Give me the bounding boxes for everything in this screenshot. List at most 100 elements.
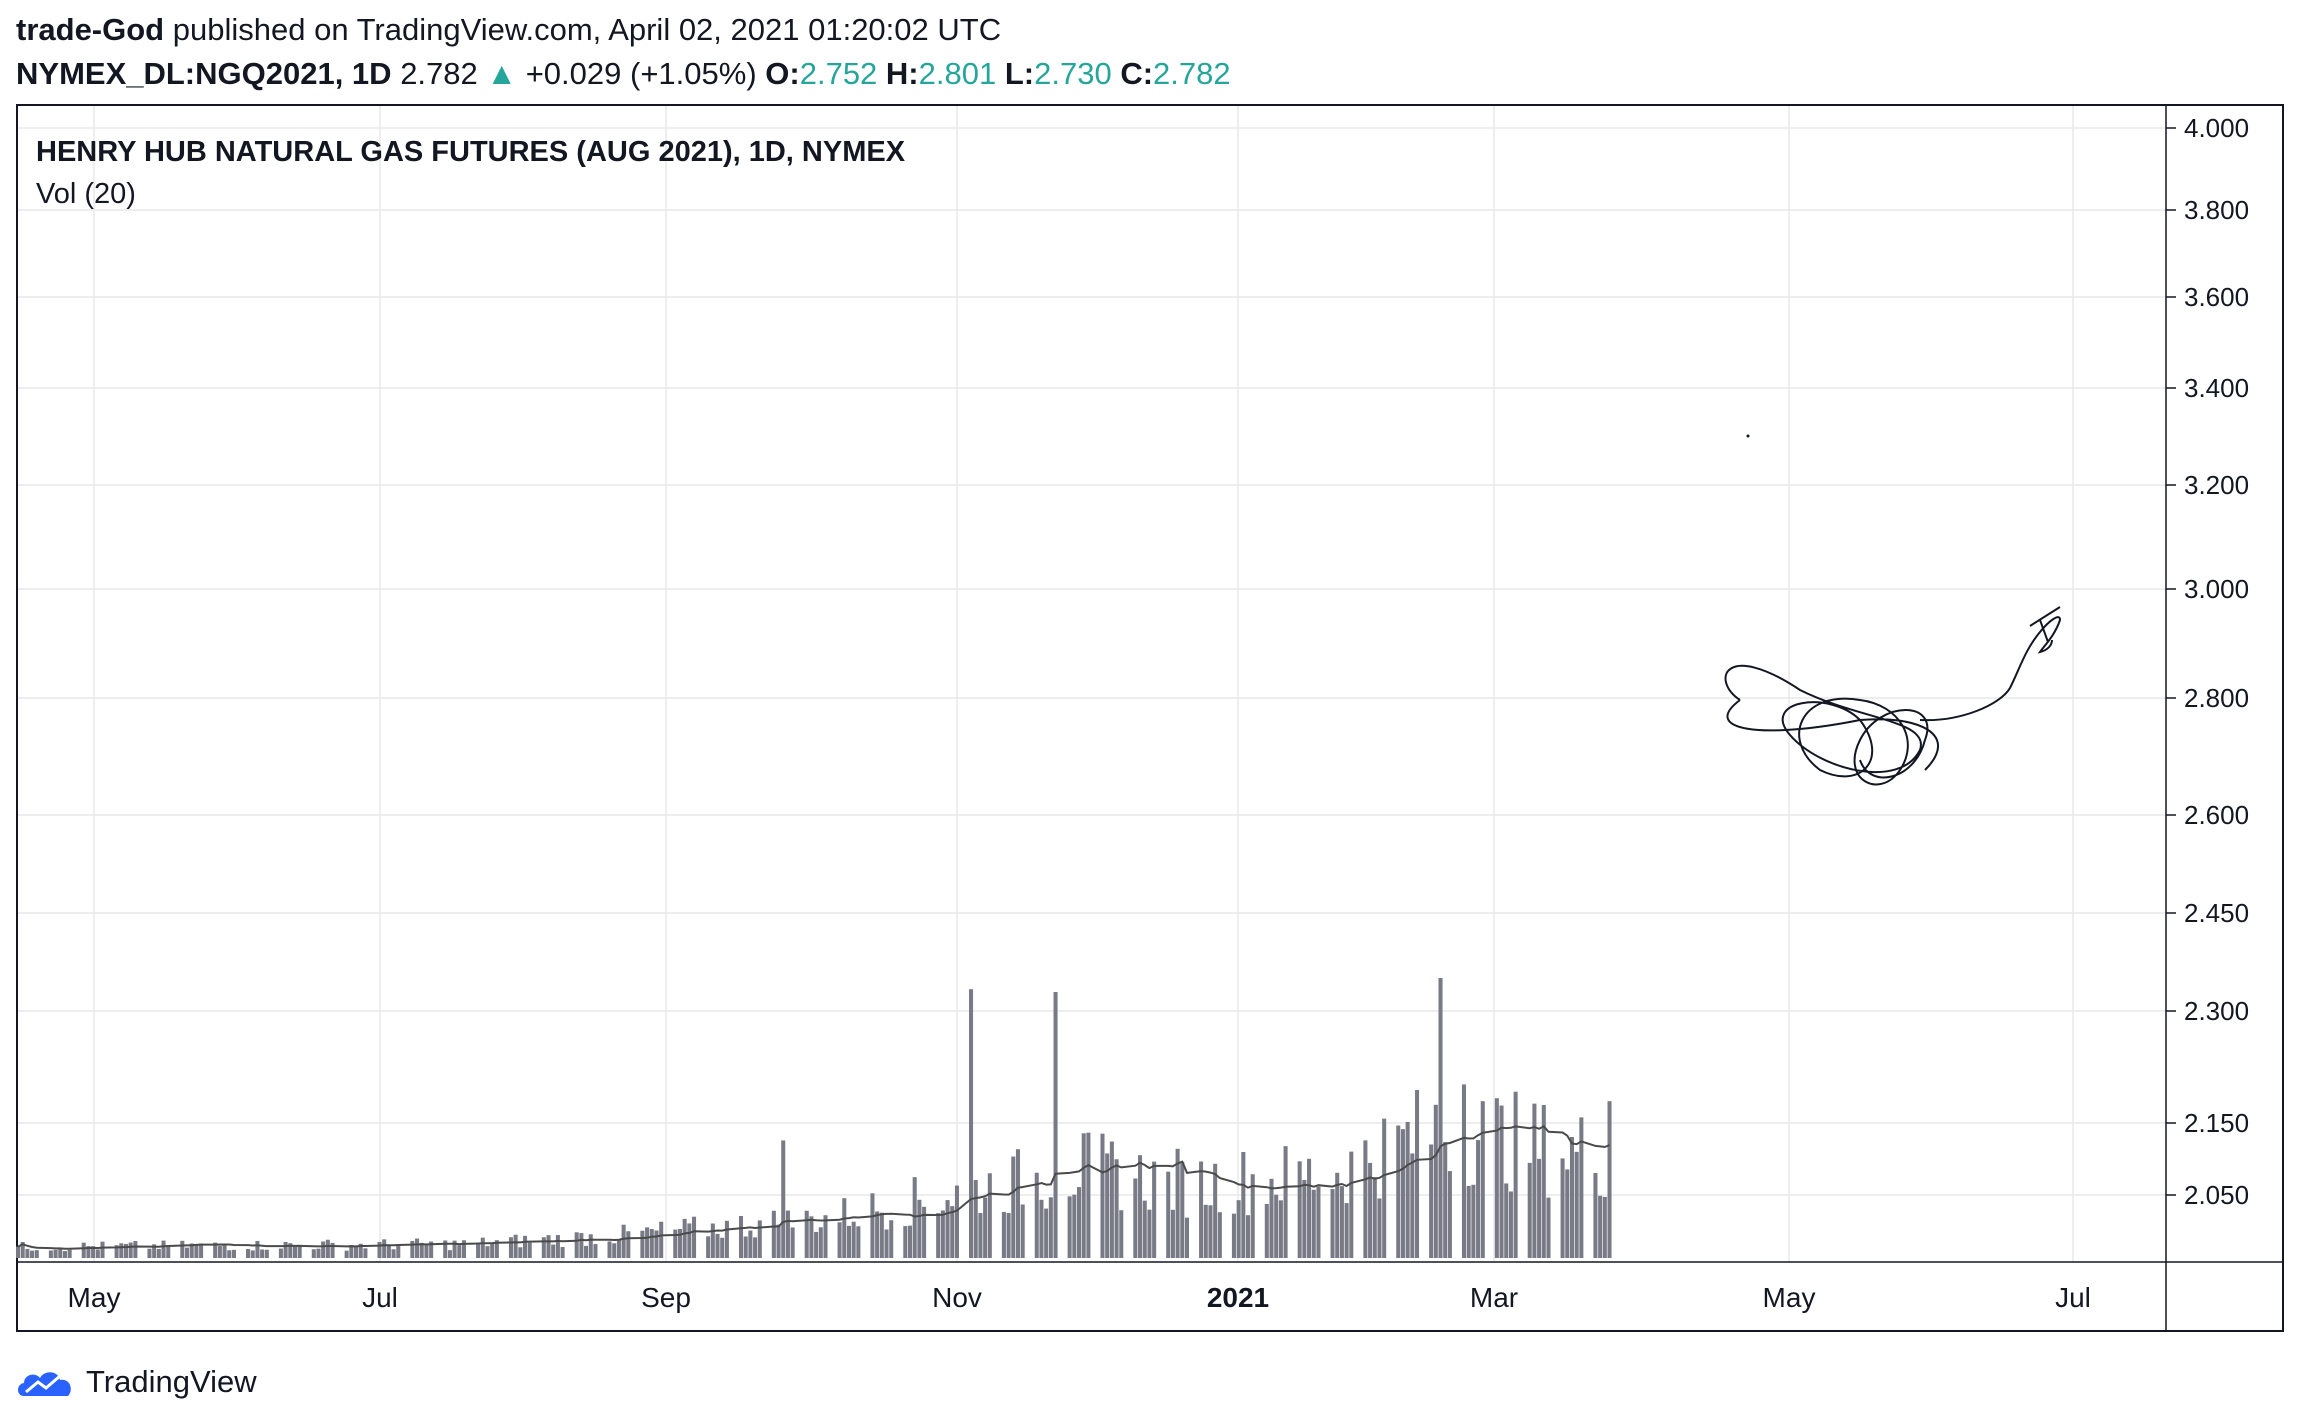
tradingview-brand[interactable]: TradingView <box>86 1364 257 1399</box>
volume-bar <box>461 1240 467 1258</box>
time-axis-label: Jul <box>362 1282 398 1313</box>
volume-bar <box>1109 1141 1114 1258</box>
volume-bar <box>724 1220 729 1258</box>
volume-bar <box>1015 1149 1021 1258</box>
volume-bar <box>973 1180 978 1258</box>
volume-ma-line <box>17 1125 1610 1250</box>
chart-title: HENRY HUB NATURAL GAS FUTURES (AUG 2021)… <box>36 136 906 168</box>
volume-bar <box>560 1246 565 1258</box>
volume-bar <box>1246 1215 1251 1258</box>
last-price: 2.782 <box>400 56 478 91</box>
volume-bar <box>260 1249 265 1258</box>
volume-bar <box>706 1236 711 1258</box>
volume-bar <box>250 1250 255 1258</box>
close-value: 2.782 <box>1153 56 1231 91</box>
volume-bar <box>551 1244 556 1258</box>
volume-bar <box>283 1242 288 1258</box>
volume-bar <box>940 1210 945 1258</box>
volume-bar <box>1105 1153 1110 1258</box>
volume-bar <box>227 1250 232 1258</box>
volume-bar <box>621 1224 626 1258</box>
volume-bar <box>682 1218 687 1258</box>
volume-bar <box>1593 1172 1598 1258</box>
volume-bar <box>781 1140 786 1258</box>
price-change: +0.029 (+1.05%) <box>525 56 757 91</box>
volume-bar <box>382 1239 387 1258</box>
chart-frame[interactable] <box>16 104 2284 1332</box>
volume-bar <box>818 1227 823 1258</box>
volume-bar <box>1166 1171 1171 1258</box>
volume-bar <box>419 1242 424 1258</box>
volume-bar <box>607 1241 612 1258</box>
volume-bar <box>354 1246 359 1258</box>
volume-bar <box>1598 1195 1603 1258</box>
volume-bar <box>1339 1186 1344 1258</box>
volume-bar <box>1363 1140 1368 1258</box>
volume-bar <box>67 1249 72 1258</box>
volume-bar <box>1203 1204 1208 1258</box>
price-tick-label: 2.300 <box>2184 996 2249 1026</box>
volume-bar <box>1513 1091 1518 1258</box>
volume-bar <box>429 1241 434 1258</box>
volume-bar <box>1175 1148 1180 1258</box>
volume-bar <box>579 1233 584 1258</box>
volume-bar <box>222 1245 227 1258</box>
volume-bar <box>738 1215 744 1258</box>
volume-bar <box>457 1245 462 1258</box>
volume-bar <box>53 1249 58 1258</box>
close-label: C: <box>1120 56 1154 91</box>
volume-bar <box>983 1197 988 1258</box>
volume-bar <box>1400 1129 1405 1258</box>
volume-bar <box>753 1237 758 1258</box>
volume-bar <box>1184 1217 1190 1258</box>
volume-bar <box>1142 1200 1147 1258</box>
volume-bar <box>1269 1178 1274 1258</box>
volume-bar <box>377 1241 382 1258</box>
volume-bar <box>494 1240 499 1258</box>
volume-bar <box>1297 1161 1302 1258</box>
volume-bar <box>114 1245 119 1258</box>
volume-bar <box>654 1230 659 1258</box>
volume-bar <box>81 1242 86 1258</box>
volume-bar <box>1438 978 1443 1258</box>
volume-bar <box>889 1220 894 1258</box>
volume-bar <box>321 1241 326 1258</box>
symbol-name[interactable]: NYMEX_DL:NGQ2021, 1D <box>16 56 392 91</box>
volume-bar <box>161 1240 166 1258</box>
volume-bar <box>527 1242 532 1258</box>
volume-bar <box>1565 1169 1570 1258</box>
time-axis-label: Sep <box>641 1282 691 1313</box>
volume-bar <box>978 1213 983 1258</box>
volume-bar <box>447 1250 452 1258</box>
tradingview-cloud-icon[interactable] <box>14 1364 78 1400</box>
volume-bar <box>1504 1183 1509 1258</box>
volume-bar <box>710 1223 715 1258</box>
volume-bar <box>1152 1161 1157 1258</box>
volume-bar <box>851 1221 856 1258</box>
volume-bar <box>363 1248 368 1258</box>
volume-bar <box>1476 1140 1481 1258</box>
volume-bar <box>687 1223 692 1258</box>
volume-bar <box>15 1246 21 1258</box>
volume-bar <box>1579 1117 1584 1258</box>
volume-bar <box>1508 1191 1513 1258</box>
volume-bar <box>316 1248 321 1258</box>
volume-bar <box>626 1231 631 1258</box>
volume-bar <box>180 1240 185 1258</box>
price-tick-label: 4.000 <box>2184 113 2249 143</box>
volume-bar <box>612 1243 617 1258</box>
volume-bar <box>1546 1197 1551 1258</box>
time-axis-label: Nov <box>932 1282 982 1313</box>
volume-bar <box>969 989 974 1258</box>
author-name[interactable]: trade-God <box>16 12 165 47</box>
volume-bar <box>91 1246 96 1258</box>
volume-bar <box>757 1220 762 1258</box>
volume-bar <box>616 1239 621 1258</box>
volume-bar <box>58 1248 63 1258</box>
volume-bar <box>133 1241 138 1258</box>
volume-bar <box>1433 1104 1438 1258</box>
volume-bar <box>945 1200 950 1258</box>
time-axis-label: May <box>1763 1282 1816 1313</box>
low-value: 2.730 <box>1034 56 1112 91</box>
